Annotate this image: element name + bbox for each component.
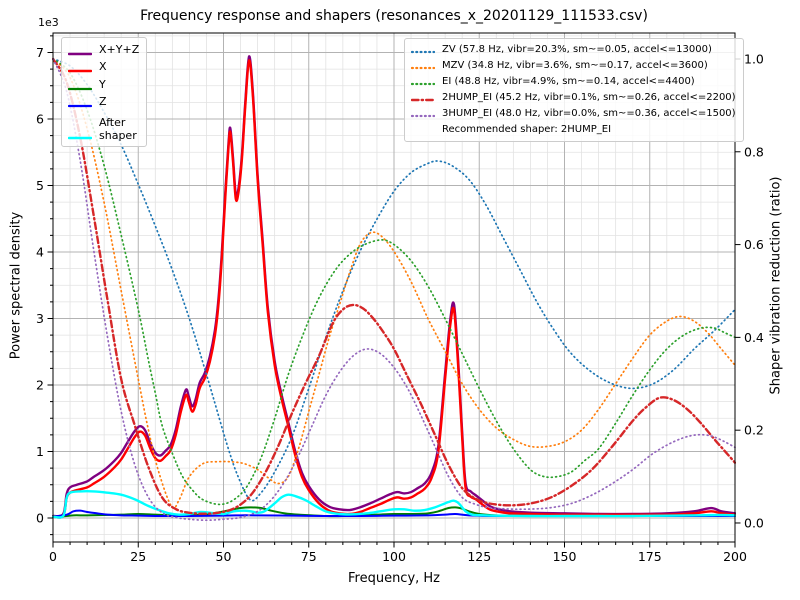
y-left-tick-label: 4 [36,244,44,259]
legend-shapers: ZV (57.8 Hz, vibr=20.3%, sm~=0.05, accel… [404,38,744,142]
x-tick-label: 100 [382,549,406,564]
x-tick-label: 50 [216,549,232,564]
series-ei [52,58,736,506]
series-after [52,490,736,519]
legend-recommended-shaper-note: Recommended shaper: 2HUMP_EI [411,122,736,138]
y-right-tick-label: 1.0 [744,51,764,66]
y-right-tick-label: 0.0 [744,515,764,530]
series-zv [52,58,736,502]
x-tick-label: 25 [130,549,146,564]
x-tick-label: 125 [467,549,491,564]
ticks [47,35,741,548]
legend-psd: X+Y+Z X Y Z After shaper [61,37,148,147]
legend-label: X+Y+Z [99,42,140,56]
legend-label: After shaper [99,115,137,143]
y-left-tick-label: 0 [36,510,44,525]
mzv-line-swatch [410,63,436,70]
legend-label: 2HUMP_EI (45.2 Hz, vibr=0.1%, sm~=0.26, … [442,91,736,103]
legend-entry-xyz: X+Y+Z [67,41,140,59]
y-axis-right-label: Shaper vibration reduction (ratio) [768,176,784,395]
x-tick-label: 200 [723,549,747,564]
y-right-tick-label: 0.6 [744,237,764,252]
tick-labels: 0 25 50 75 100 125 150 175 200 0 1 2 3 4 5 6 7 0.0 0.2 0.4 0… [36,45,764,564]
y-left-tick-label: 7 [36,45,44,60]
legend-entry-y: Y [67,76,139,94]
x-tick-label: 175 [638,549,662,564]
legend-label: EI (48.8 Hz, vibr=4.9%, sm~=0.14, accel<… [442,75,695,87]
x-axis-label: Frequency, Hz [347,571,441,586]
legend-entry-after-shaper: After shaper [67,111,139,143]
legend-entry-z: Z [67,94,139,112]
legend-entry-2hump-ei: 2HUMP_EI (45.2 Hz, vibr=0.1%, sm~=0.26, … [410,90,736,106]
zv-line-swatch [410,47,436,54]
legend-entry-mzv: MZV (34.8 Hz, vibr=3.6%, sm~=0.17, accel… [410,58,736,74]
2hump-ei-line-swatch [410,95,436,102]
y-left-tick-label: 5 [36,178,44,193]
y-right-tick-label: 0.2 [744,423,764,438]
y-axis-offset-text: 1e3 [38,16,59,29]
legend-label: X [99,60,107,74]
legend-entry-ei: EI (48.8 Hz, vibr=4.9%, sm~=0.14, accel<… [410,74,736,90]
after-shaper-line-swatch [67,131,93,140]
legend-label: ZV (57.8 Hz, vibr=20.3%, sm~=0.05, accel… [442,43,712,55]
legend-entry-3hump-ei: 3HUMP_EI (48.0 Hz, vibr=0.0%, sm~=0.36, … [410,106,736,122]
legend-label: Z [99,95,107,109]
xyz-line-swatch [67,47,93,55]
y-left-tick-label: 3 [36,311,44,326]
legend-label: Recommended shaper: 2HUMP_EI [442,123,612,135]
legend-label: MZV (34.8 Hz, vibr=3.6%, sm~=0.17, accel… [442,59,708,71]
chart-title: Frequency response and shapers (resonanc… [140,8,648,24]
y-line-swatch [67,82,93,90]
y-left-tick-label: 6 [36,111,44,126]
z-line-swatch [67,99,93,108]
x-tick-label: 0 [49,549,57,564]
series-hump2 [52,57,736,515]
legend-label: 3HUMP_EI (48.0 Hz, vibr=0.0%, sm~=0.36, … [442,107,736,119]
3hump-ei-line-swatch [410,111,436,118]
ei-line-swatch [410,79,436,86]
legend-entry-zv: ZV (57.8 Hz, vibr=20.3%, sm~=0.05, accel… [410,42,736,58]
y-left-tick-label: 1 [36,444,44,459]
x-tick-label: 75 [301,549,317,564]
y-left-tick-label: 2 [36,377,44,392]
legend-entry-x: X [67,59,139,77]
series-mzv [52,58,736,510]
series-hump3 [52,58,736,522]
y-right-tick-label: 0.8 [744,144,764,159]
legend-label: Y [99,77,106,91]
x-line-swatch [67,64,93,73]
x-tick-label: 150 [553,549,577,564]
y-axis-left-label: Power spectral density [8,211,24,360]
y-right-tick-label: 0.4 [744,330,764,345]
